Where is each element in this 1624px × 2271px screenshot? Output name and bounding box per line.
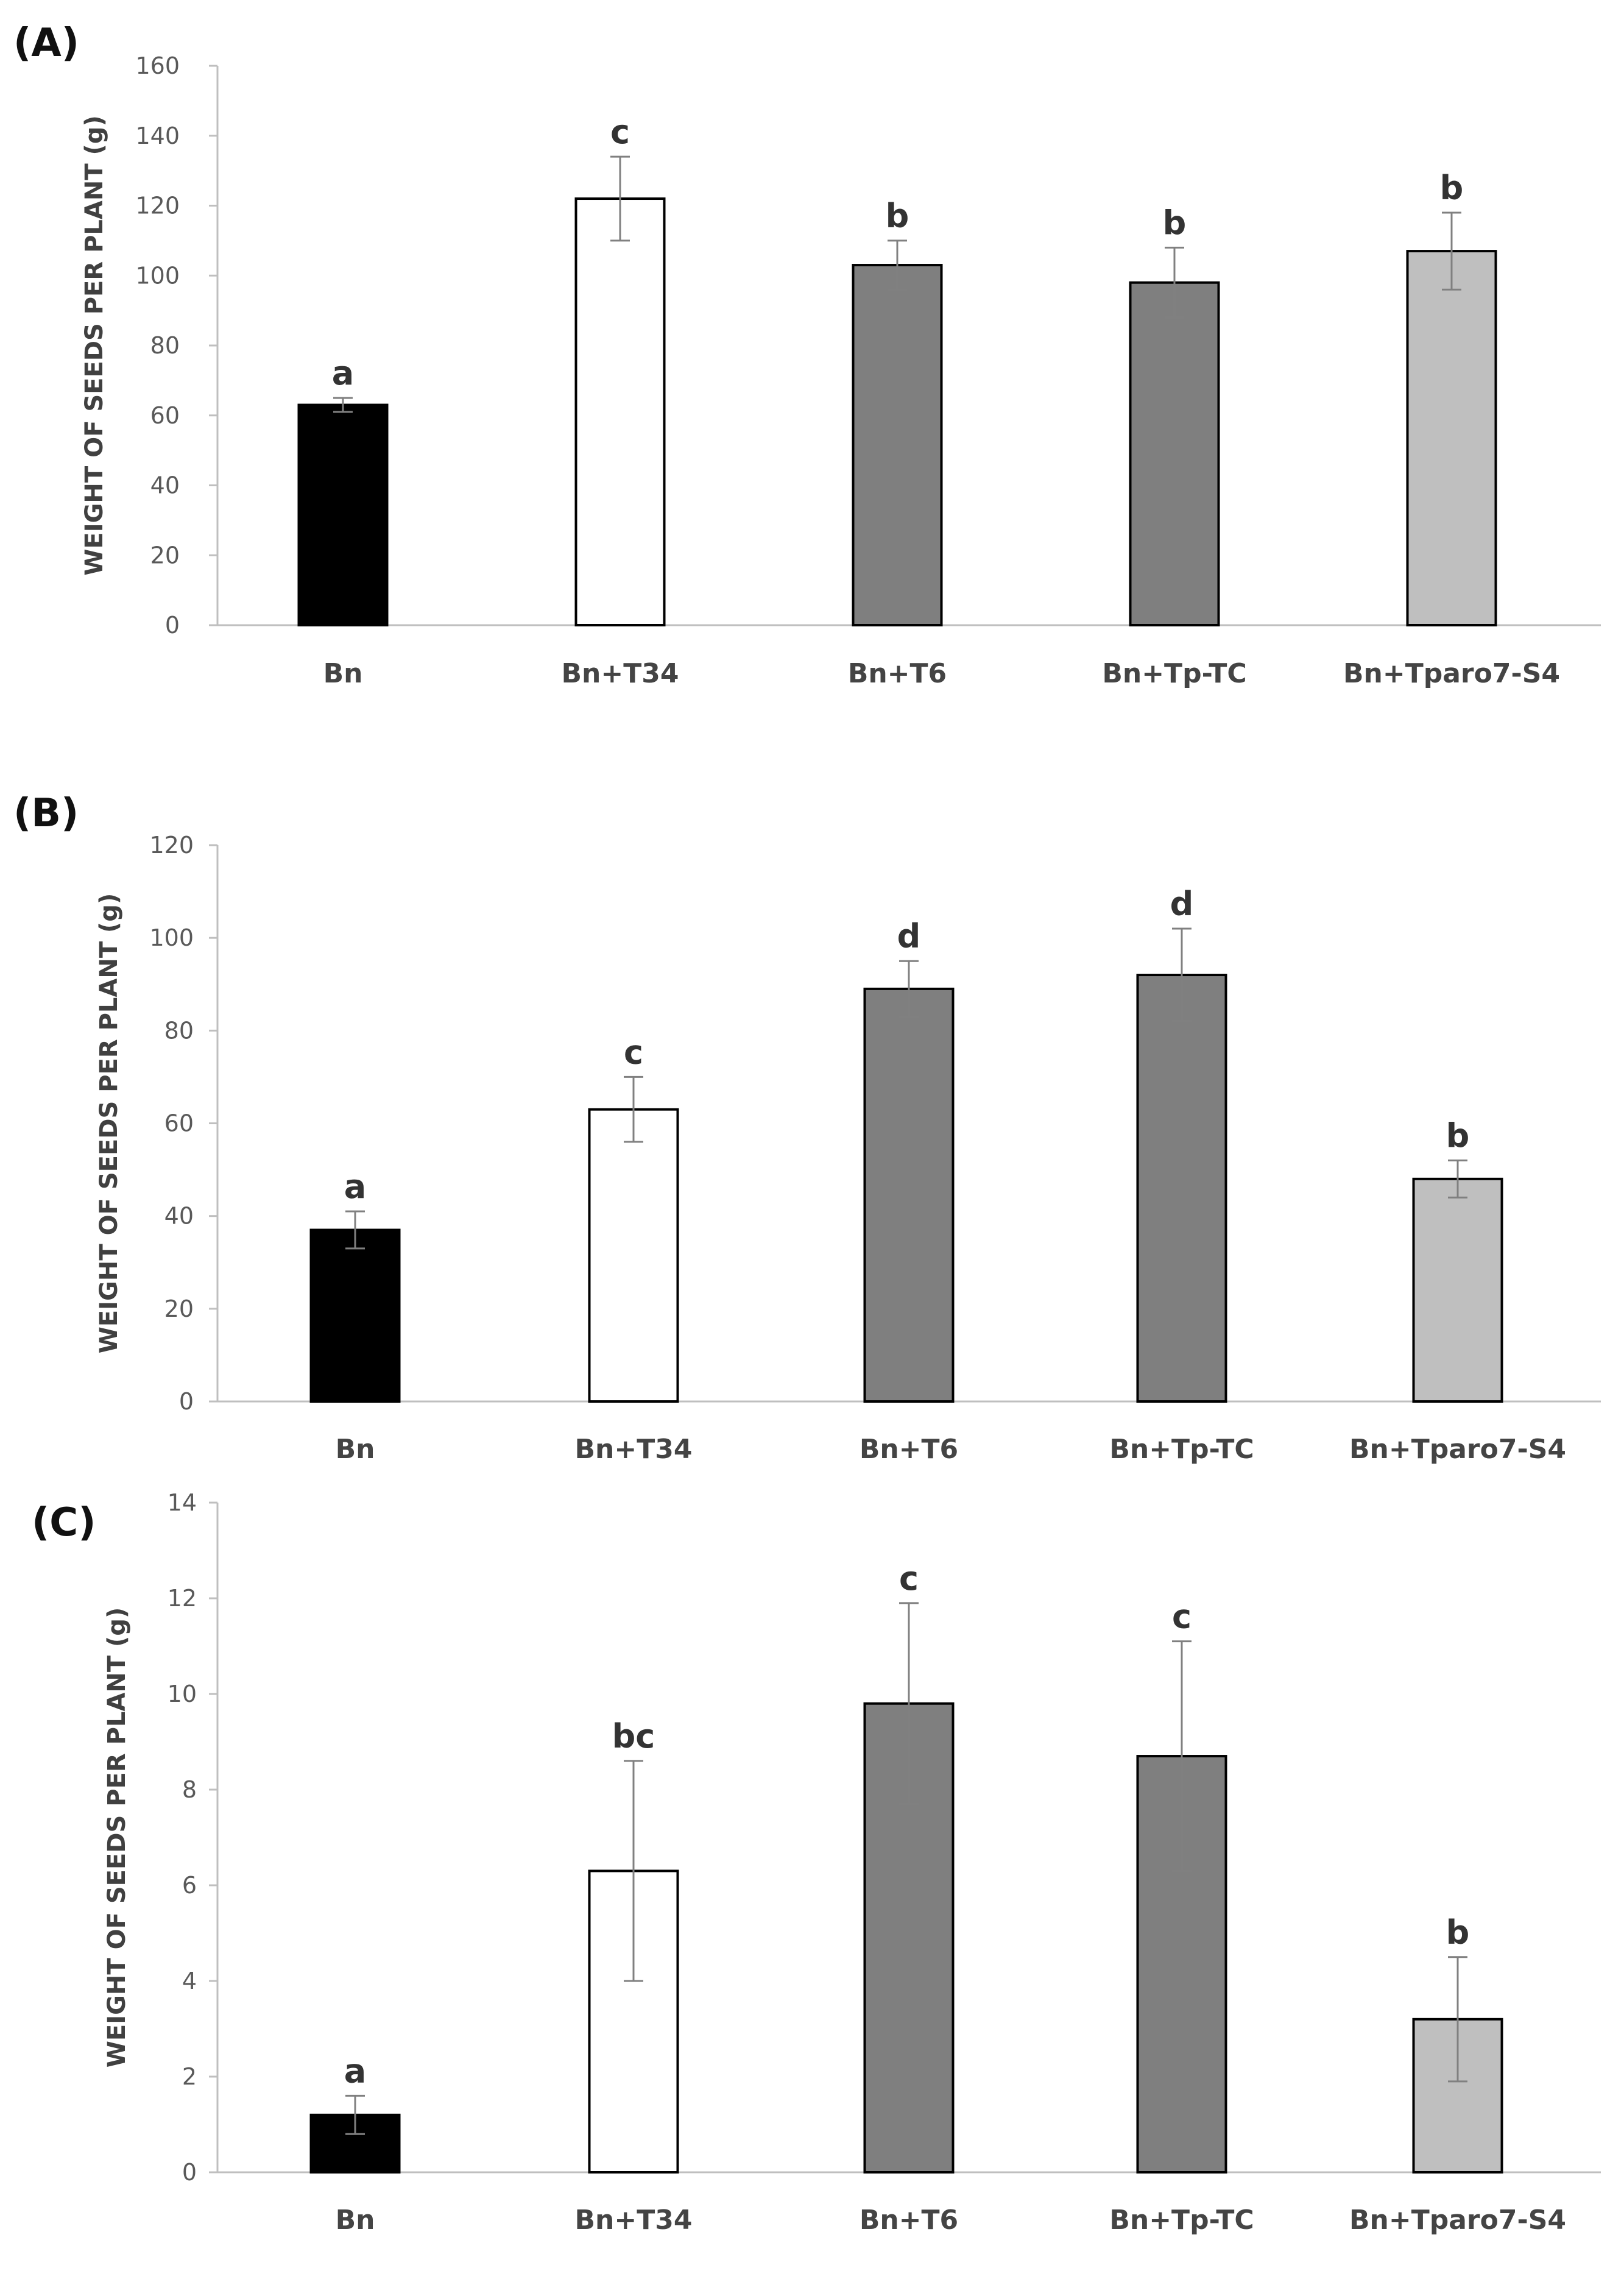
y-axis-label: WEIGHT OF SEEDS PER PLANT (g) [80, 115, 108, 576]
y-tick-label: 60 [150, 402, 180, 429]
y-axis-label: WEIGHT OF SEEDS PER PLANT (g) [95, 893, 123, 1354]
x-category-label: Bn+T34 [575, 1434, 693, 1465]
significance-label: c [899, 1559, 919, 1598]
panel-c: (C) 0 2 4 6 8 10 12 14 WEIGHT OF SEEDS PER PLANT … [32, 1489, 1601, 2236]
y-tick-label: 40 [150, 472, 180, 499]
x-category-label: Bn+Tparo7-S4 [1349, 1434, 1566, 1465]
y-tick-label: 80 [150, 332, 180, 359]
significance-label: b [1163, 204, 1187, 242]
bar-bn-tp-tc [1136, 974, 1227, 1403]
x-category-label: Bn+T34 [575, 2205, 693, 2236]
significance-label: b [1440, 169, 1464, 207]
x-category-label: Bn [336, 2205, 375, 2236]
y-tick-label: 2 [182, 2063, 197, 2090]
bar-bn-t6 [852, 264, 943, 627]
y-tick-label: 0 [165, 612, 180, 639]
x-category-label: Bn [336, 1434, 375, 1465]
significance-label: a [332, 354, 354, 392]
y-tick-label: 20 [150, 542, 180, 569]
x-category-label: Bn+T34 [562, 658, 679, 689]
significance-label: c [1172, 1598, 1192, 1636]
y-tick-label: 120 [135, 193, 180, 219]
significance-label: b [1446, 1116, 1470, 1155]
significance-label: c [610, 113, 630, 151]
significance-label: b [1446, 1913, 1470, 1952]
y-tick-label: 160 [135, 52, 180, 79]
y-tick-label: 12 [168, 1585, 197, 1612]
y-tick-label: 4 [182, 1968, 197, 1994]
bar-bn [309, 1228, 401, 1403]
y-tick-label: 10 [168, 1681, 197, 1707]
panel-letter: (A) [13, 21, 79, 66]
x-category-label: Bn+T6 [860, 1434, 958, 1465]
y-tick-label: 0 [179, 1388, 194, 1415]
x-category-label: Bn [323, 658, 363, 689]
bar-bn-tparo7-s4 [1412, 1177, 1503, 1403]
bar-bn [297, 403, 389, 626]
y-axis-label: WEIGHT OF SEEDS PER PLANT (g) [103, 1607, 131, 2068]
x-category-label: Bn+T6 [848, 658, 947, 689]
y-tick-label: 8 [182, 1776, 197, 1803]
significance-label: b [886, 197, 909, 235]
x-category-label: Bn+Tp-TC [1109, 2205, 1254, 2236]
x-category-label: Bn+T6 [860, 2205, 958, 2236]
bar-bn-t34 [588, 1108, 679, 1403]
significance-label: c [624, 1033, 643, 1071]
significance-label: a [344, 1167, 366, 1206]
panel-letter: (B) [13, 791, 79, 836]
y-tick-label: 140 [135, 122, 180, 149]
significance-label: d [1170, 885, 1194, 923]
panel-letter: (C) [32, 1500, 96, 1545]
x-category-label: Bn+Tp-TC [1109, 1434, 1254, 1465]
bar-bn-t34 [574, 197, 666, 626]
bar-bn-tparo7-s4 [1406, 250, 1497, 626]
y-tick-label: 14 [168, 1489, 197, 1516]
x-category-label: Bn+Tparo7-S4 [1343, 658, 1560, 689]
y-tick-label: 6 [182, 1872, 197, 1899]
significance-label: a [344, 2052, 366, 2090]
y-tick-label: 20 [164, 1295, 194, 1322]
y-tick-label: 60 [164, 1110, 194, 1137]
bar-bn-t6 [863, 987, 955, 1403]
y-tick-label: 0 [182, 2159, 197, 2186]
y-tick-label: 40 [164, 1203, 194, 1230]
y-tick-label: 80 [164, 1017, 194, 1044]
x-category-label: Bn+Tp-TC [1102, 658, 1246, 689]
bar-bn-tp-tc [1129, 281, 1220, 627]
panel-a: (A) 0 20 40 60 80 100 120 140 160 WEIGHT OF SEEDS … [13, 21, 1601, 689]
y-tick-label: 120 [149, 832, 194, 859]
panel-b: (B) 0 20 40 60 80 100 120 WEIGHT OF SEEDS PER PL… [13, 791, 1601, 1465]
x-category-label: Bn+Tparo7-S4 [1349, 2205, 1566, 2236]
y-tick-label: 100 [135, 262, 180, 289]
significance-label: d [897, 917, 921, 955]
y-tick-label: 100 [149, 924, 194, 951]
significance-label: bc [612, 1717, 655, 1756]
